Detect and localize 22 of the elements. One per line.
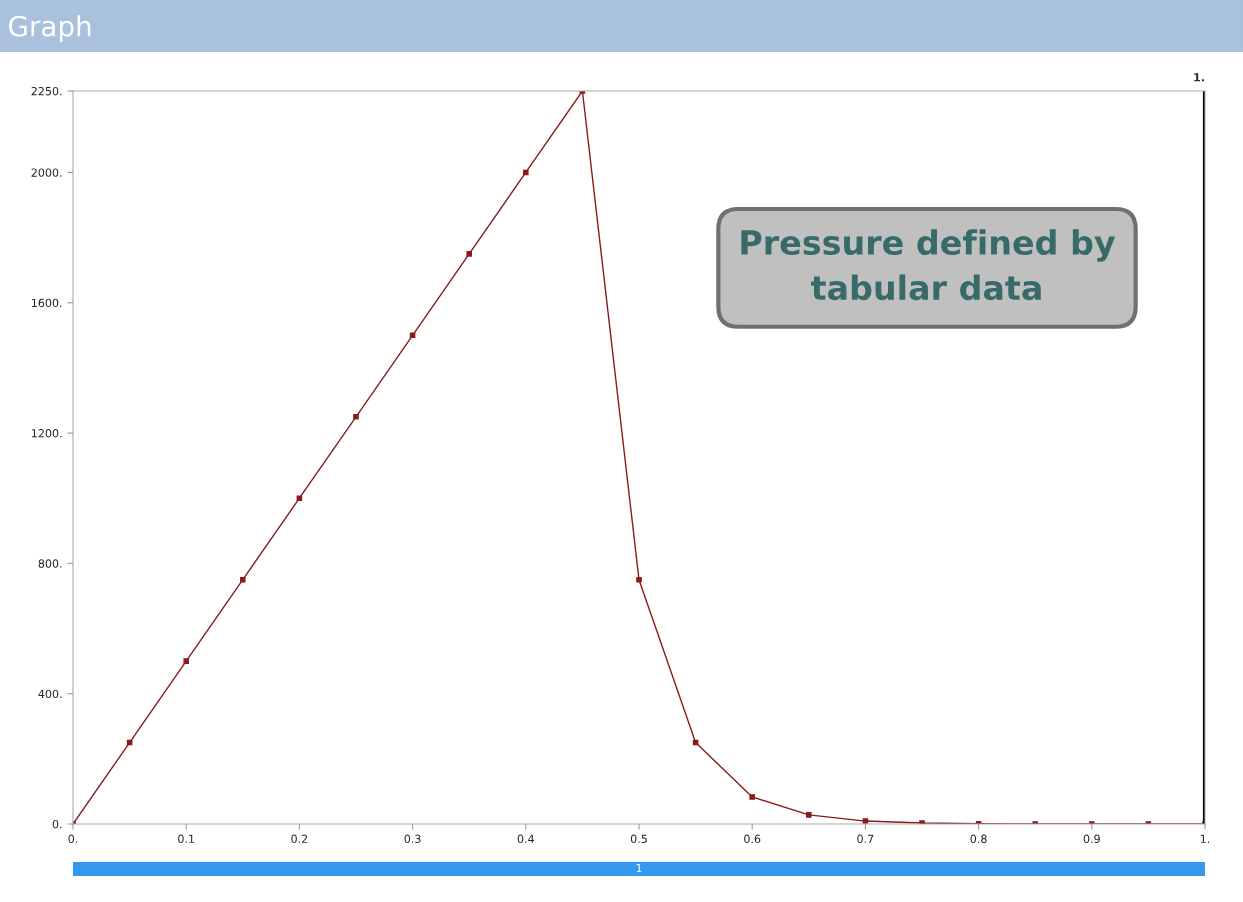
y-tick-label: 400. xyxy=(38,689,62,699)
y-tick-label: 1200. xyxy=(31,429,62,438)
x-tick-label: 0.8 xyxy=(970,834,987,844)
ref-line-label: 1. xyxy=(1194,73,1204,82)
chart-title: Graph xyxy=(9,15,91,43)
x-tick-label: 0.1 xyxy=(178,834,195,844)
y-tick-label: 2250. xyxy=(31,86,62,96)
y-tick-label: 1600. xyxy=(31,298,62,308)
x-tick-label: 0.5 xyxy=(630,834,647,844)
x-tick-label: 0.7 xyxy=(857,834,874,844)
text: 1 xyxy=(636,863,642,873)
x-tick-label: 0.4 xyxy=(517,834,535,844)
x-tick-label: 0.3 xyxy=(404,834,421,844)
x-tick-label: 0.2 xyxy=(291,834,308,844)
x-tick-label: 1. xyxy=(1200,834,1210,843)
annotation: Pressure defined by tabular data xyxy=(741,229,1116,301)
x-tick-label: 0.6 xyxy=(744,834,761,844)
y-tick-label: 0. xyxy=(52,819,62,829)
y-tick-label: 800. xyxy=(38,559,62,568)
x-tick-label: 0. xyxy=(68,834,78,844)
x-tick-label: 0.9 xyxy=(1083,834,1100,844)
y-tick-label: 2000. xyxy=(31,168,62,177)
